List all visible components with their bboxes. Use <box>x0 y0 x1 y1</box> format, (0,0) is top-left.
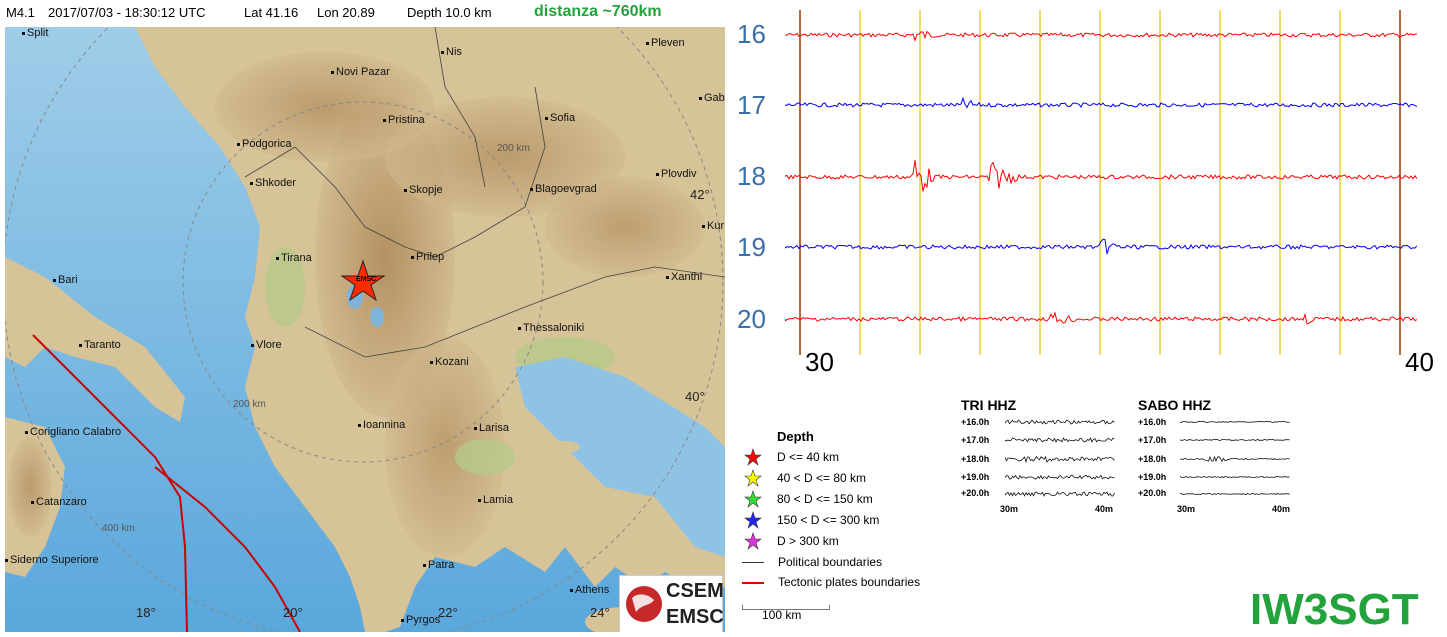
aegean-sea <box>515 357 725 557</box>
sabo-traces <box>1180 420 1290 496</box>
city-label: Vlore <box>251 339 282 351</box>
minute-end-label: 40 <box>1405 347 1434 377</box>
minute-start-label: 30 <box>805 347 834 377</box>
magnitude: M4.1 <box>6 5 35 20</box>
seismic-trace <box>785 238 1417 255</box>
hour-label: 16 <box>737 19 766 49</box>
map-canvas <box>5 27 725 632</box>
depth-star-icon <box>744 448 762 466</box>
map-legend: Depth D <= 40 km 40 < D <= 80 km 80 < D <=… <box>738 424 958 624</box>
city-label: Thessaloniki <box>518 322 584 334</box>
depth: Depth 10.0 km <box>407 5 492 20</box>
city-label: Kozani <box>430 356 469 368</box>
globe-icon <box>626 586 662 622</box>
epicenter-star <box>340 259 386 302</box>
depth-star-icon <box>744 511 762 529</box>
city-label: Larisa <box>474 422 509 434</box>
ring-label: 200 km <box>497 143 530 154</box>
city-label: Ioannina <box>358 419 405 431</box>
longitude: Lon 20.89 <box>317 5 375 20</box>
event-header: M4.1 2017/07/03 - 18:30:12 UTC Lat 41.16… <box>0 0 730 26</box>
depth-legend-label: D > 300 km <box>777 534 839 548</box>
lon-label: 18° <box>136 605 156 620</box>
station-trace <box>1180 420 1290 424</box>
city-label: Pristina <box>383 114 425 126</box>
station-trace <box>1005 491 1115 497</box>
station-tri: TRI HHZ +16.0h +17.0h +18.0h +19.0h +20.… <box>961 397 1115 514</box>
station-trace <box>1005 455 1115 464</box>
tectonic-boundary <box>32 334 188 632</box>
lat-label: 42° <box>690 187 710 202</box>
event-datetime: 2017/07/03 - 18:30:12 UTC <box>48 5 206 20</box>
ring-label: 200 km <box>233 399 266 410</box>
depth-star-icon <box>744 490 762 508</box>
city-label: Xanthi <box>666 271 702 283</box>
ring-label: 400 km <box>102 523 135 534</box>
latitude: Lat 41.16 <box>244 5 299 20</box>
seismic-trace <box>785 311 1417 325</box>
seismic-trace <box>785 160 1417 192</box>
station-sabo: SABO HHZ +16.0h +17.0h +18.0h +19.0h +20… <box>1138 397 1291 514</box>
depth-legend-label: 80 < D <= 150 km <box>777 492 873 506</box>
distance-label: distanza ~760km <box>534 3 662 20</box>
city-label: Podgorica <box>237 138 292 150</box>
callsign: IW3SGT <box>1250 585 1419 634</box>
city-label: Shkoder <box>250 177 296 189</box>
city-label: Kur <box>702 220 724 232</box>
city-label: Corigliano Calabro <box>25 426 121 438</box>
lat-label: 40° <box>685 389 705 404</box>
city-label: Sofia <box>545 112 575 124</box>
depth-star-icon <box>744 469 762 487</box>
station-trace <box>1005 419 1115 425</box>
station-trace <box>1180 475 1290 479</box>
italy-apulia <box>5 257 185 422</box>
depth-legend-label: 150 < D <= 300 km <box>777 513 880 527</box>
city-label: Taranto <box>79 339 121 351</box>
city-label: Plovdiv <box>656 168 696 180</box>
helicorder-plot <box>785 10 1417 355</box>
city-label: Pleven <box>646 37 685 49</box>
hour-label: 17 <box>737 90 766 120</box>
depth-legend-label: D <= 40 km <box>777 450 840 464</box>
city-label: Siderno Superiore <box>5 554 99 566</box>
city-label: Novi Pazar <box>331 66 390 78</box>
city-label: Patra <box>423 559 454 571</box>
ring-400km <box>5 27 724 632</box>
ring-200km <box>182 101 544 463</box>
tri-traces <box>1005 419 1115 497</box>
tectonic-line-swatch <box>742 582 764 584</box>
station-trace <box>1005 474 1115 480</box>
hour-label: 19 <box>737 232 766 262</box>
hour-label: 20 <box>737 304 766 334</box>
station-trace <box>1180 492 1290 496</box>
epicenter-map: 200 km 200 km 400 km EMSC Split Nis Plev… <box>5 27 725 632</box>
lon-label: 24° <box>590 605 610 620</box>
depth-legend-label: 40 < D <= 80 km <box>777 471 867 485</box>
csem-emsc-logo: CSEM EMSC <box>619 575 724 632</box>
city-label: Gab <box>699 92 725 104</box>
city-label: Split <box>22 27 48 39</box>
hour-label: 18 <box>737 161 766 191</box>
seismic-trace <box>785 96 1417 109</box>
scale-bar <box>742 605 830 610</box>
city-label: Athens <box>570 584 609 596</box>
city-label: Tirana <box>276 252 312 264</box>
political-line-swatch <box>742 562 764 563</box>
city-label: Prilep <box>411 251 444 263</box>
lon-label: 22° <box>438 605 458 620</box>
city-label: Lamia <box>478 494 513 506</box>
city-label: Bari <box>53 274 78 286</box>
city-label: Skopje <box>404 184 443 196</box>
lon-label: 20° <box>283 605 303 620</box>
city-label: Blagoevgrad <box>530 183 597 195</box>
depth-star-icon <box>744 532 762 550</box>
epicenter-label: EMSC <box>356 276 377 283</box>
station-trace <box>1005 437 1115 443</box>
seismic-trace <box>785 30 1417 43</box>
city-label: Catanzaro <box>31 496 87 508</box>
city-label: Nis <box>441 46 462 58</box>
station-trace <box>1180 455 1290 463</box>
city-label: Pyrgos <box>401 614 440 626</box>
station-trace <box>1180 438 1290 442</box>
